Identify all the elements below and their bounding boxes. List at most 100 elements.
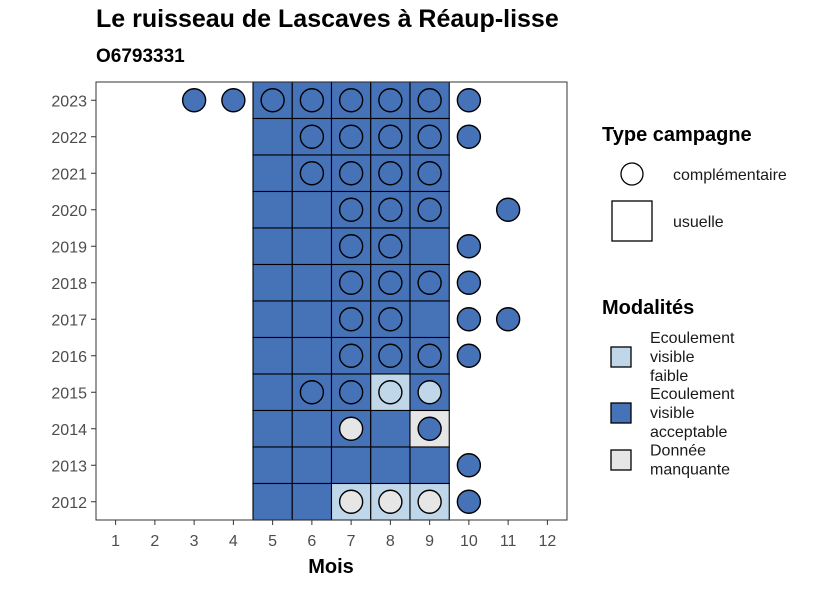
- point-2018-7: [338, 270, 364, 295]
- point-2022-7: [338, 124, 364, 149]
- point-2014-9: [417, 416, 442, 441]
- legend-campaign-label-usuelle: usuelle: [673, 214, 724, 231]
- tile-2014-8: [370, 409, 411, 448]
- point-2022-6: [299, 124, 325, 149]
- y-tick-label-2015: 2015: [51, 385, 87, 402]
- y-tick-label-2016: 2016: [51, 349, 87, 366]
- tile-2019-6: [291, 227, 333, 266]
- tile-2020-5: [252, 190, 293, 229]
- point-2020-7: [338, 197, 364, 222]
- plot-border: [95, 81, 568, 521]
- point-2018-10: [456, 270, 482, 295]
- legend-modalite-label-ecoulement-visible-acceptable-0: Ecoulement: [650, 386, 735, 403]
- y-tick-label-2017: 2017: [51, 312, 87, 329]
- legend-modalite-label-donnee-manquante-1: manquante: [650, 462, 730, 479]
- legend-modalite-key-ecoulement-visible-faible: [610, 346, 632, 368]
- legend-modalite-label-donnee-manquante-0: Donnée: [650, 443, 706, 460]
- tile-2013-9: [409, 446, 450, 485]
- point-2019-10: [456, 234, 482, 259]
- point-2021-6: [299, 161, 325, 186]
- y-tick-label-2021: 2021: [51, 166, 87, 183]
- x-tick-label-12: 12: [538, 533, 556, 550]
- point-2017-10: [456, 307, 482, 332]
- x-tick-label-2: 2: [150, 533, 159, 550]
- legend-modalite-label-ecoulement-visible-faible-1: visible: [650, 349, 695, 366]
- point-2017-7: [338, 307, 364, 332]
- point-2015-8: [378, 380, 403, 405]
- tile-2013-5: [252, 446, 293, 485]
- point-2015-7: [338, 380, 364, 405]
- tile-2018-5: [252, 263, 293, 302]
- point-2012-9: [417, 489, 442, 514]
- point-2020-9: [417, 197, 442, 222]
- tile-2019-9: [409, 227, 450, 266]
- point-2020-8: [378, 197, 403, 222]
- tile-2017-5: [252, 300, 293, 339]
- point-2021-8: [378, 161, 403, 186]
- point-2017-11: [495, 307, 521, 332]
- tile-2018-6: [291, 263, 333, 302]
- point-2023-8: [378, 88, 403, 113]
- point-2018-9: [417, 270, 442, 295]
- tile-2019-5: [252, 227, 293, 266]
- point-2021-7: [338, 161, 364, 186]
- legend-modalite-label-ecoulement-visible-acceptable-2: acceptable: [650, 424, 727, 441]
- chart-subtitle: O6793331: [96, 46, 185, 67]
- legend-modalite-title: Modalités: [602, 297, 694, 319]
- tile-2017-6: [291, 300, 333, 339]
- point-2017-8: [378, 307, 403, 332]
- tile-2015-5: [252, 373, 293, 412]
- point-2023-5: [260, 88, 285, 113]
- point-2023-6: [299, 88, 325, 113]
- tile-2012-5: [252, 482, 293, 521]
- point-2016-7: [338, 343, 364, 368]
- x-tick-label-1: 1: [111, 533, 120, 550]
- point-2023-3: [181, 88, 207, 113]
- point-2012-8: [378, 489, 403, 514]
- legend-campaign-title: Type campagne: [602, 124, 752, 146]
- point-2019-8: [378, 234, 403, 259]
- x-tick-label-5: 5: [268, 533, 277, 550]
- tile-2016-5: [252, 336, 293, 375]
- point-2016-9: [417, 343, 442, 368]
- point-2016-10: [456, 343, 482, 368]
- x-tick-label-7: 7: [347, 533, 356, 550]
- point-2018-8: [378, 270, 403, 295]
- points-layer: [181, 88, 521, 514]
- point-2013-10: [456, 453, 482, 478]
- legend-campaign-label-complementaire: complémentaire: [673, 167, 787, 184]
- legend-modalite-label-ecoulement-visible-acceptable-1: visible: [650, 405, 695, 422]
- y-tick-label-2023: 2023: [51, 93, 87, 110]
- legend: Type campagne complémentaire usuelle Modali…: [602, 124, 787, 479]
- x-tick-label-9: 9: [425, 533, 434, 550]
- point-2022-8: [378, 124, 403, 149]
- tile-2013-8: [370, 446, 411, 485]
- point-2023-7: [338, 88, 364, 113]
- y-tick-label-2013: 2013: [51, 458, 87, 475]
- legend-campaign-symbol-square: [611, 200, 653, 242]
- point-2019-7: [338, 234, 364, 259]
- x-tick-label-10: 10: [460, 533, 478, 550]
- y-tick-label-2022: 2022: [51, 130, 87, 147]
- point-2016-8: [378, 343, 403, 368]
- tile-2016-6: [291, 336, 333, 375]
- point-2012-7: [338, 489, 364, 514]
- y-tick-label-2019: 2019: [51, 239, 87, 256]
- tile-2022-5: [252, 117, 293, 156]
- tile-2021-5: [252, 154, 293, 193]
- x-axis-title: Mois: [308, 556, 354, 578]
- point-2012-10: [456, 489, 482, 514]
- tile-2013-7: [330, 446, 372, 485]
- legend-modalite-key-donnee-manquante: [610, 449, 632, 471]
- x-tick-label-11: 11: [500, 533, 517, 550]
- legend-modalite-label-ecoulement-visible-faible-0: Ecoulement: [650, 330, 735, 347]
- legend-modalite-label-ecoulement-visible-faible-2: faible: [650, 368, 688, 385]
- x-tick-label-8: 8: [386, 533, 395, 550]
- tile-2012-6: [291, 482, 333, 521]
- chart-title: Le ruisseau de Lascaves à Réaup-lisse: [96, 5, 559, 33]
- point-2023-10: [456, 88, 482, 113]
- tile-2013-6: [291, 446, 333, 485]
- point-2023-9: [417, 88, 442, 113]
- y-tick-label-2014: 2014: [51, 422, 87, 439]
